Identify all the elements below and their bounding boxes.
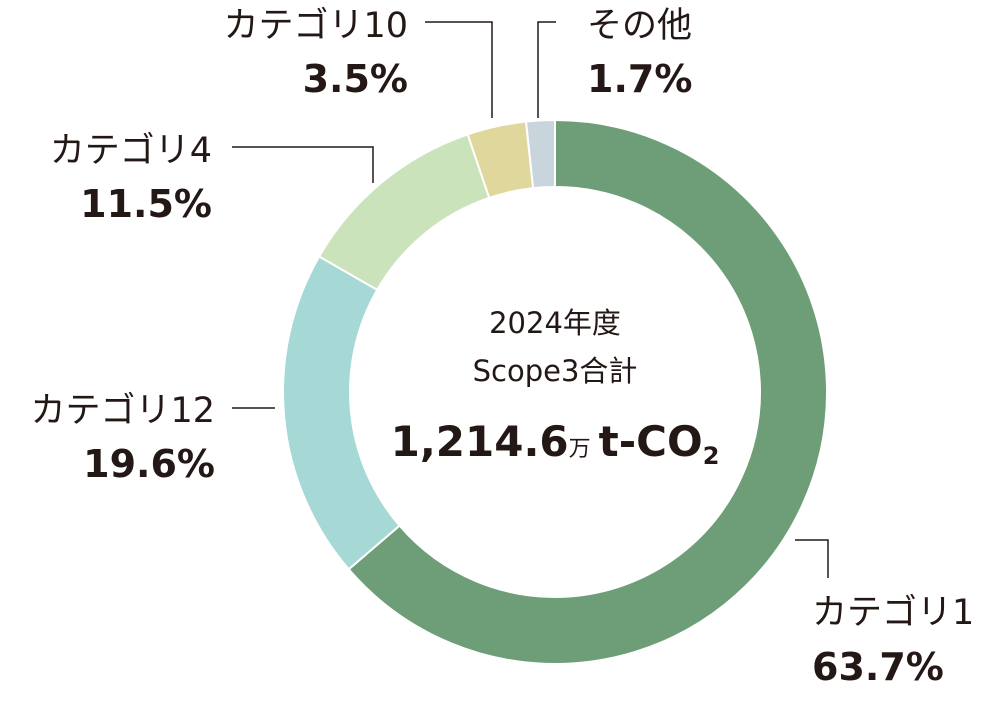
value-label: 19.6% [83,442,215,486]
leader-line [232,146,374,183]
total-gas: t-CO [599,417,703,466]
category-label: カテゴリ12 [30,391,215,431]
leader-line [795,539,829,578]
total-value: 1,214.6 [391,417,569,466]
center-scope: Scope3合計 [473,354,638,388]
category-label: その他 [587,6,692,46]
value-label: 63.7% [812,645,944,689]
category-label: カテゴリ1 [812,593,974,633]
value-label: 3.5% [303,57,408,101]
value-label: 11.5% [80,182,212,226]
slice [282,255,401,571]
value-label: 1.7% [587,57,692,101]
category-label: カテゴリ10 [223,6,408,46]
slice [347,118,828,665]
center-total: 1,214.6万 t-CO2 [391,417,720,470]
total-subscript: 2 [703,442,720,470]
center-year: 2024年度 [489,306,621,340]
total-unit: 万 [569,437,591,462]
category-label: カテゴリ4 [50,131,212,171]
donut [282,118,828,665]
slice [524,118,556,190]
slice [317,133,491,292]
leader-line [537,21,556,118]
leader-line [425,21,493,118]
